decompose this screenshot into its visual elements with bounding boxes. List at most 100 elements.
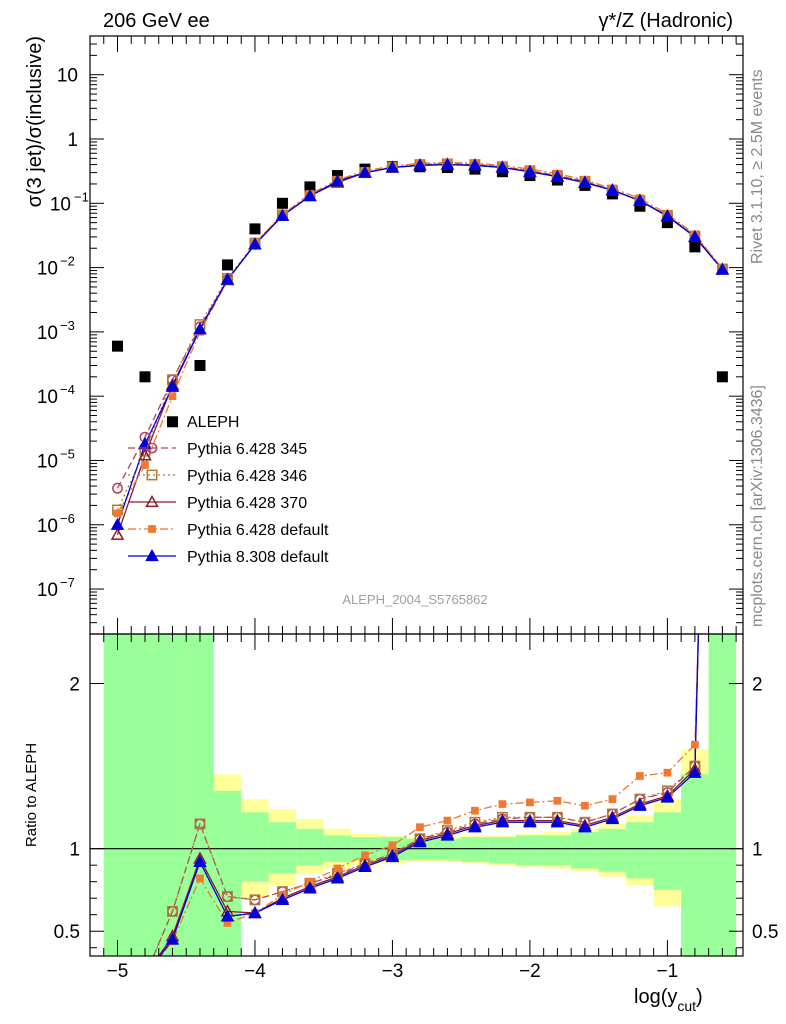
ratio-series-line [159,634,699,956]
main-data-point [139,371,151,383]
stat-uncertainty-band [681,774,709,956]
main-data-point [110,517,125,530]
main-data-point [550,169,565,182]
main-series-line [116,163,723,489]
y-tick-label: 10 [37,580,58,601]
y-tick-label-exponent: −6 [60,511,75,526]
legend-label: Pythia 8.308 default [187,549,329,566]
main-data-point [248,237,262,250]
main-data-point [111,340,123,352]
main-data-point [523,164,537,177]
y-tick-label-exponent: −1 [74,189,89,204]
ratio-y-tick-label: 1 [69,840,80,861]
y-tick-label: 1 [67,130,78,151]
ratio-data-point [416,823,424,832]
ratio-data-point [193,854,207,868]
main-data-point [605,183,620,196]
main-y-axis-label: σ(3 jet)/σ(inclusive) [24,36,46,207]
x-axis-title: log(ycut) [634,986,703,1014]
y-tick-label: 10 [37,259,58,280]
legend-label: ALEPH [187,414,239,431]
ratio-series-line [152,634,700,956]
main-data-point [221,259,233,271]
stat-uncertainty-band [626,822,654,879]
ratio-data-point [691,740,699,749]
stat-uncertainty-band [186,634,214,956]
header-right-label: γ*/Z (Hadronic) [599,10,733,32]
main-data-point [468,158,482,171]
stat-uncertainty-band [571,832,599,869]
y-tick-label: 10 [50,194,71,215]
x-tick-label: −5 [107,961,129,982]
main-data-point [330,174,345,187]
main-data-point [633,193,647,206]
ratio-data-point [388,841,397,850]
main-data-point [358,165,372,178]
ratio-data-point [578,820,592,833]
stat-uncertainty-band [213,790,242,956]
x-tick-label: −3 [382,961,404,982]
ratio-data-point [581,801,589,810]
main-data-point [112,482,123,494]
stat-uncertainty-band [488,837,517,864]
ratio-data-point [495,815,510,828]
ratio-data-point [660,790,675,803]
main-data-point [276,197,288,209]
main-data-point [689,241,701,253]
main-data-point [168,392,177,401]
ratio-data-point [440,828,455,841]
main-data-point [141,461,149,469]
stat-uncertainty-band [241,812,269,882]
ratio-data-point [333,864,342,873]
y-tick-label-exponent: −5 [60,446,75,461]
main-data-point [166,416,178,428]
stat-uncertainty-band [516,835,544,866]
legend-label: Pythia 6.428 default [187,522,329,539]
legend-marker [148,525,156,533]
legend-label: Pythia 6.428 370 [187,495,307,512]
ratio-data-point [220,909,235,922]
main-data-point [275,208,290,221]
main-data-point [138,448,152,461]
stat-uncertainty-band [433,838,462,861]
stat-uncertainty-band [461,837,489,862]
ratio-data-point [361,851,369,860]
main-data-point [578,175,592,188]
ratio-data-point [633,798,647,811]
mcplots-credit-text: mcplots.cern.ch [arXiv:1306.3436] [749,385,766,627]
header-left-label: 206 GeV ee [103,10,210,32]
stat-uncertainty-band [268,822,297,874]
legend-marker [146,469,158,481]
legend-label: Pythia 6.428 346 [187,468,307,485]
main-data-point [495,160,510,173]
ratio-data-point [498,800,507,808]
stat-uncertainty-band [543,835,572,866]
ratio-data-point [663,768,672,777]
main-data-point [413,158,427,171]
legend-marker [145,494,159,508]
rivet-version-text: Rivet 3.1.10, ≥ 2.5M events [749,69,766,264]
ratio-series-line [158,634,700,956]
ratio-data-point [385,849,400,863]
ratio-data-point [194,818,206,830]
main-data-point [688,229,702,243]
main-series-line [116,163,723,511]
main-data-point [715,262,730,275]
y-tick-label: 10 [37,451,58,472]
ratio-data-point [550,815,565,828]
ratio-data-point [330,871,345,884]
ratio-y-tick-label: 0.5 [54,922,80,943]
ratio-y-tick-label: 2 [69,675,80,696]
main-data-point [303,188,317,202]
main-data-point [249,223,261,235]
ratio-data-point [443,816,452,825]
ratio-data-point [358,859,372,872]
main-data-point [110,527,125,540]
ratio-data-point [167,905,178,917]
y-tick-label: 10 [37,323,58,344]
main-data-point [385,160,400,173]
ratio-data-point [249,894,261,906]
main-data-point [661,217,673,229]
main-data-point [220,272,235,285]
